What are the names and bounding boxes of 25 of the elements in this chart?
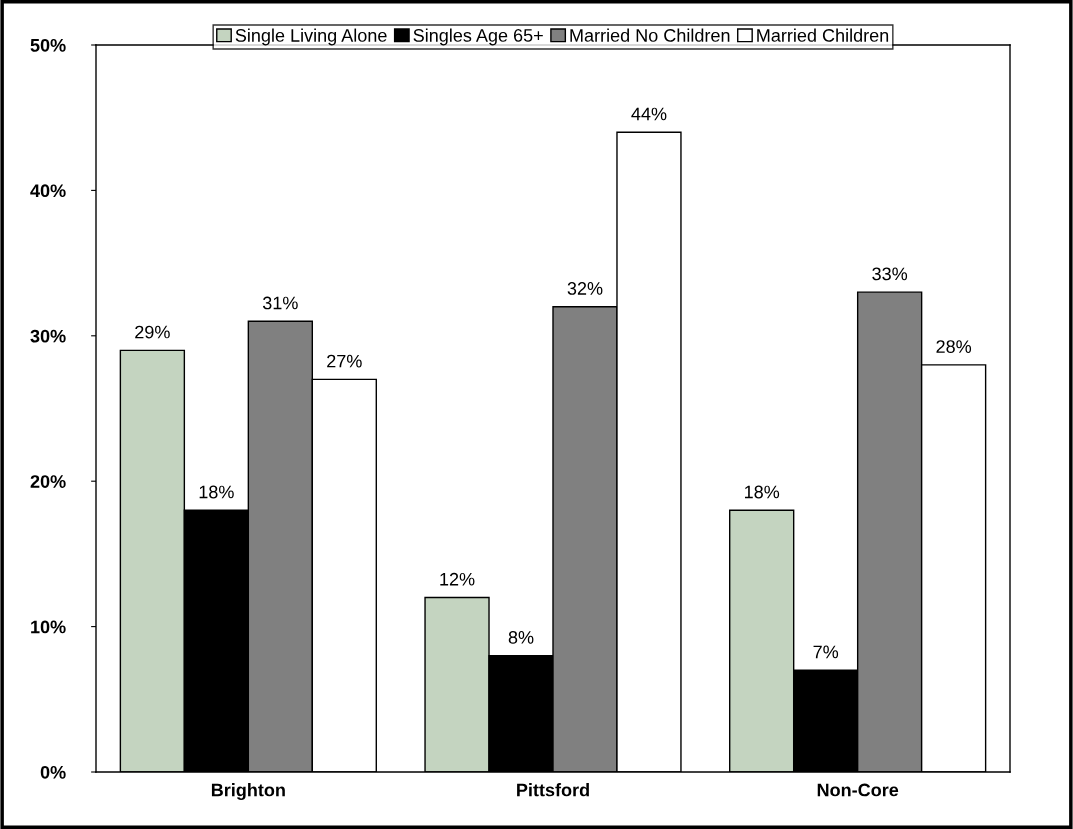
data-label: 33% (872, 267, 908, 281)
x-tick-label: Non-Core (817, 783, 899, 797)
legend-label: Singles Age 65+ (413, 28, 543, 46)
y-tick-label: 50% (30, 38, 66, 52)
data-label: 32% (567, 282, 603, 295)
legend-label: Single Living Alone (235, 28, 387, 46)
data-label: 27% (327, 354, 362, 368)
x-tick-label: Pittsford (517, 783, 589, 797)
y-tick-label: 0% (40, 765, 66, 779)
legend-label: Married No Children (570, 28, 730, 42)
data-label: 18% (199, 485, 234, 499)
y-tick-label: 40% (30, 184, 66, 198)
y-tick-label: 30% (30, 329, 66, 343)
data-label: 7% (813, 645, 839, 659)
y-tick-label: 20% (30, 475, 66, 488)
x-tick-label: Brighton (211, 783, 285, 801)
data-label: 18% (745, 485, 780, 499)
legend-label: Married Children (757, 28, 889, 42)
data-label: 12% (440, 572, 475, 586)
data-label: 29% (135, 325, 170, 339)
y-tick-label: 10% (31, 620, 66, 634)
data-label: 31% (262, 296, 298, 310)
data-label: 44% (631, 107, 667, 121)
data-label: 8% (508, 630, 534, 644)
data-label: 28% (936, 340, 972, 353)
